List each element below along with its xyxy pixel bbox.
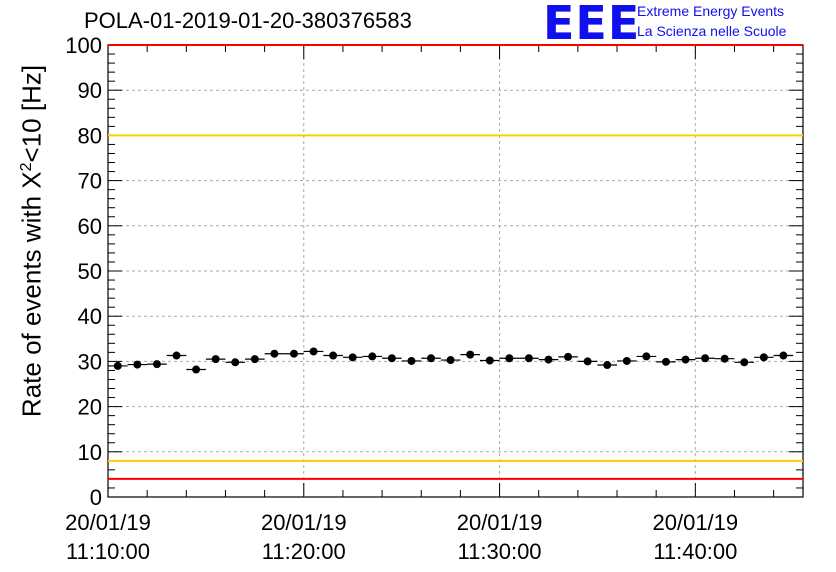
- data-point: [681, 355, 690, 364]
- y-tick-label: 50: [78, 259, 102, 284]
- data-point: [113, 361, 122, 370]
- data-point: [759, 353, 768, 362]
- x-tick-label-time: 11:20:00: [262, 539, 346, 564]
- logo-line-1: Extreme Energy Events: [637, 3, 785, 19]
- y-tick-label: 60: [78, 214, 102, 239]
- y-tick-label: 70: [78, 169, 102, 194]
- data-point: [505, 354, 514, 363]
- data-point: [270, 349, 279, 358]
- x-tick-label-time: 11:30:00: [458, 539, 542, 564]
- y-tick-label: 30: [78, 349, 102, 374]
- x-tick-label-date: 20/01/19: [653, 510, 739, 535]
- data-point: [583, 357, 592, 366]
- data-point: [642, 352, 651, 361]
- y-tick-label: 40: [78, 304, 102, 329]
- chart-title: POLA-01-2019-01-20-380376583: [84, 8, 412, 33]
- y-tick-label: 10: [78, 440, 102, 465]
- y-tick-label: 100: [65, 33, 102, 58]
- data-point: [133, 360, 142, 369]
- data-point: [289, 349, 298, 358]
- x-tick-label-time: 11:40:00: [653, 539, 737, 564]
- x-tick-label-date: 20/01/19: [65, 510, 151, 535]
- data-point: [427, 354, 436, 363]
- eee-logo: EEE: [543, 0, 641, 50]
- data-point: [211, 355, 220, 364]
- x-tick-label-time: 11:10:00: [66, 539, 150, 564]
- data-point: [603, 361, 612, 370]
- data-point: [231, 358, 240, 367]
- data-point: [172, 351, 181, 360]
- data-point: [701, 354, 710, 363]
- logo-line-2: La Scienza nelle Scuole: [637, 23, 787, 39]
- data-point: [446, 356, 455, 365]
- data-point: [368, 352, 377, 361]
- data-point: [466, 350, 475, 359]
- data-point: [524, 354, 533, 363]
- data-point: [661, 357, 670, 366]
- data-point: [485, 356, 494, 365]
- y-tick-label: 0: [90, 485, 102, 510]
- x-tick-label-date: 20/01/19: [261, 510, 347, 535]
- data-point: [309, 347, 318, 356]
- data-point: [740, 358, 749, 367]
- data-point: [407, 356, 416, 365]
- y-tick-label: 80: [78, 123, 102, 148]
- data-point: [720, 354, 729, 363]
- data-point: [564, 352, 573, 361]
- y-tick-label: 90: [78, 78, 102, 103]
- data-point: [192, 365, 201, 374]
- data-point: [622, 356, 631, 365]
- data-point: [544, 355, 553, 364]
- data-point: [329, 351, 338, 360]
- data-point: [348, 353, 357, 362]
- x-tick-label-date: 20/01/19: [457, 510, 543, 535]
- data-point: [152, 360, 161, 369]
- data-point: [250, 355, 259, 364]
- data-point: [387, 354, 396, 363]
- data-point: [779, 351, 788, 360]
- y-tick-label: 20: [78, 395, 102, 420]
